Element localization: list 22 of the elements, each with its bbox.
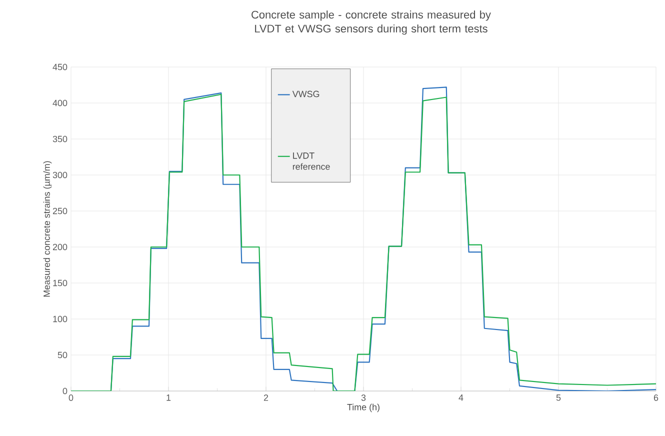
y-tick-label: 450 [52,64,68,70]
x-tick-label: 1 [166,394,171,401]
y-axis-title: Measured concrete strains (µm/m) [43,161,52,297]
legend-label: VWSG [292,90,320,98]
legend-label: LVDT reference [292,152,330,170]
x-tick-label: 4 [458,394,464,401]
chart-title: Concrete sample - concrete strains measured by LVDT et VWSG sensors during short term tests [252,10,491,35]
y-tick-label: 100 [53,316,68,322]
y-tick-label: 200 [52,244,68,250]
y-tick-label: 50 [58,352,68,358]
y-tick-label: 250 [52,208,68,214]
x-tick-label: 6 [654,394,658,401]
x-tick-label: 5 [556,394,561,401]
y-tick-label: 150 [53,280,68,286]
x-tick-label: 3 [361,394,366,401]
y-tick-label: 300 [52,172,68,178]
y-tick-label: 350 [52,136,68,142]
y-tick-label: 400 [52,100,68,106]
x-axis-title: Time (h) [347,404,380,412]
x-tick-label: 0 [68,394,74,401]
x-tick-label: 2 [264,394,268,401]
y-tick-label: 0 [62,388,68,394]
